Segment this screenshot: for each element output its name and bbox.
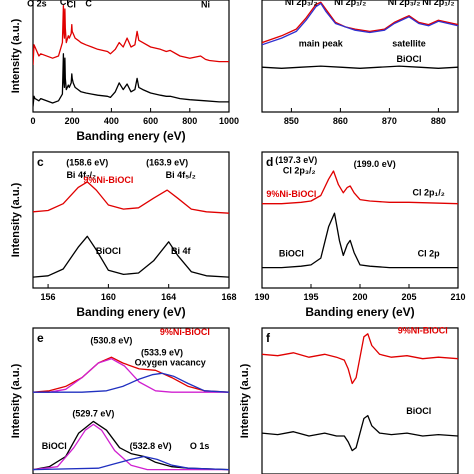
annotation-label: Ni 2p₃/₂ <box>388 0 421 7</box>
annotation-label: (533.9 eV) <box>141 347 183 357</box>
x-tick-label: 400 <box>104 116 119 126</box>
x-tick-label: 205 <box>401 292 416 302</box>
series-line-9-ni-biocl <box>33 356 229 393</box>
annotation-label: (532.8 eV) <box>130 441 172 451</box>
annotation-label: Bi 4f₅/₂ <box>166 170 196 180</box>
x-tick-label: 1000 <box>219 116 239 126</box>
annotation-label: C <box>85 0 92 8</box>
annotation-label: O 1s <box>190 441 210 451</box>
panel-letter: c <box>37 155 44 169</box>
x-tick-label: 860 <box>333 116 348 126</box>
annotation-label: 9%Ni-BiOCl <box>398 325 448 335</box>
x-tick-label: 210 <box>450 292 465 302</box>
annotation-label: (197.3 eV) <box>275 155 317 165</box>
x-tick-label: 164 <box>161 292 176 302</box>
x-tick-label: 870 <box>382 116 397 126</box>
annotation-label: satellite <box>392 39 426 49</box>
annotation-label: Cl <box>67 0 76 9</box>
annotation-label: 9%Ni-BiOCl <box>266 189 316 199</box>
panel-letter: f <box>266 331 271 345</box>
x-axis-label: Banding enery (eV) <box>76 129 185 143</box>
panel-letter: d <box>266 155 273 169</box>
y-axis-label: Intensity (a.u.) <box>239 363 251 438</box>
annotation-label: Oxygen vacancy <box>135 358 206 368</box>
annotation-label: BiOCl <box>406 406 431 416</box>
series-line-fit-530-8-ev <box>33 358 229 393</box>
annotation-label: (199.0 eV) <box>354 159 396 169</box>
annotation-label: Bi 4f₇/₂ <box>66 170 96 180</box>
series-line-9-ni-biocl <box>262 170 458 205</box>
annotation-label: Ni 2p₃/₂ <box>285 0 318 7</box>
x-tick-label: 195 <box>303 292 318 302</box>
annotation-label: main peak <box>299 39 344 49</box>
x-tick-label: 850 <box>284 116 299 126</box>
annotation-label: BiOCl <box>279 249 304 259</box>
x-tick-label: 160 <box>101 292 116 302</box>
series-line-fit-529-7-ev <box>33 423 229 471</box>
annotation-label: Cl 2p₁/₂ <box>412 187 444 197</box>
annotation-label: BiOCl <box>96 246 121 256</box>
x-tick-label: 200 <box>352 292 367 302</box>
annotation-label: 9%Ni-BiOCl <box>160 327 210 337</box>
series-line-biocl <box>262 414 458 452</box>
plot-frame <box>261 327 459 474</box>
series-line-9-ni-biocl <box>262 1 458 44</box>
x-axis-label: Banding enery (eV) <box>305 305 414 319</box>
panel-f: 9%Ni-BiOCl BiOCl Intensity (a.u.) f <box>239 325 459 474</box>
annotation-label: Ni 2p₁/₂ <box>422 0 454 7</box>
annotation-label: Ni 2p₁/₂ <box>334 0 366 7</box>
y-axis-label: Intensity (a.u.) <box>10 18 22 93</box>
series-line-biocl <box>33 235 229 278</box>
series-line-fit <box>262 2 458 46</box>
annotation-label: (163.9 eV) <box>146 158 188 168</box>
series-line-biocl <box>33 53 229 107</box>
x-axis-label: Banding enery (eV) <box>76 305 185 319</box>
series-line-biocl <box>262 212 458 269</box>
annotation-label: Cl <box>60 0 69 7</box>
plot-frame <box>32 327 230 474</box>
annotation-label: O 2s <box>27 0 47 8</box>
series-line-fit-533-9-ev <box>33 372 229 393</box>
annotation-label: (158.6 eV) <box>66 158 108 168</box>
annotation-label: Ni <box>201 0 210 9</box>
annotation-label: Cl 2p <box>418 249 441 259</box>
y-axis-label: Intensity (a.u.) <box>10 363 22 438</box>
series-line-9-ni-biocl <box>33 181 229 214</box>
x-tick-label: 190 <box>254 292 269 302</box>
annotation-label: Bi 4f <box>171 246 192 256</box>
annotation-label: 9%Ni-BiOCl <box>83 175 133 185</box>
series-line-biocl <box>262 65 458 69</box>
panel-c: 156 160 164 168 (158.6 eV) (163.9 eV) Bi 4f₇/₂… <box>10 151 237 319</box>
x-tick-label: 156 <box>41 292 56 302</box>
x-tick-label: 880 <box>431 116 446 126</box>
y-axis-label: Intensity (a.u.) <box>10 182 22 257</box>
x-tick-label: 600 <box>143 116 158 126</box>
panel-e: 9%Ni-BiOCl (530.8 eV) (533.9 eV)Oxygen vac… <box>10 327 230 474</box>
annotation-label: Cl 2p₃/₂ <box>283 166 316 176</box>
x-tick-label: 800 <box>182 116 197 126</box>
annotation-label: (529.7 eV) <box>72 409 114 419</box>
annotation-label: BiOCl <box>396 54 421 64</box>
series-line-9-ni-biocl <box>262 333 458 385</box>
plot-frame <box>261 0 459 113</box>
series-line-fit-532-8-ev <box>33 455 229 471</box>
series-line-9-ni-biocl <box>33 4 229 66</box>
annotation-label: (530.8 eV) <box>90 336 132 346</box>
plot-frame <box>32 151 230 289</box>
annotation-label: BiOCl <box>42 441 67 451</box>
panel-d: 190 195 200 205 210 (197.3 eV)Cl 2p₃/₂ (199.0 … <box>254 151 466 319</box>
panel-letter: e <box>37 331 44 345</box>
x-tick-label: 0 <box>30 116 35 126</box>
x-tick-label: 200 <box>65 116 80 126</box>
x-tick-label: 168 <box>221 292 236 302</box>
